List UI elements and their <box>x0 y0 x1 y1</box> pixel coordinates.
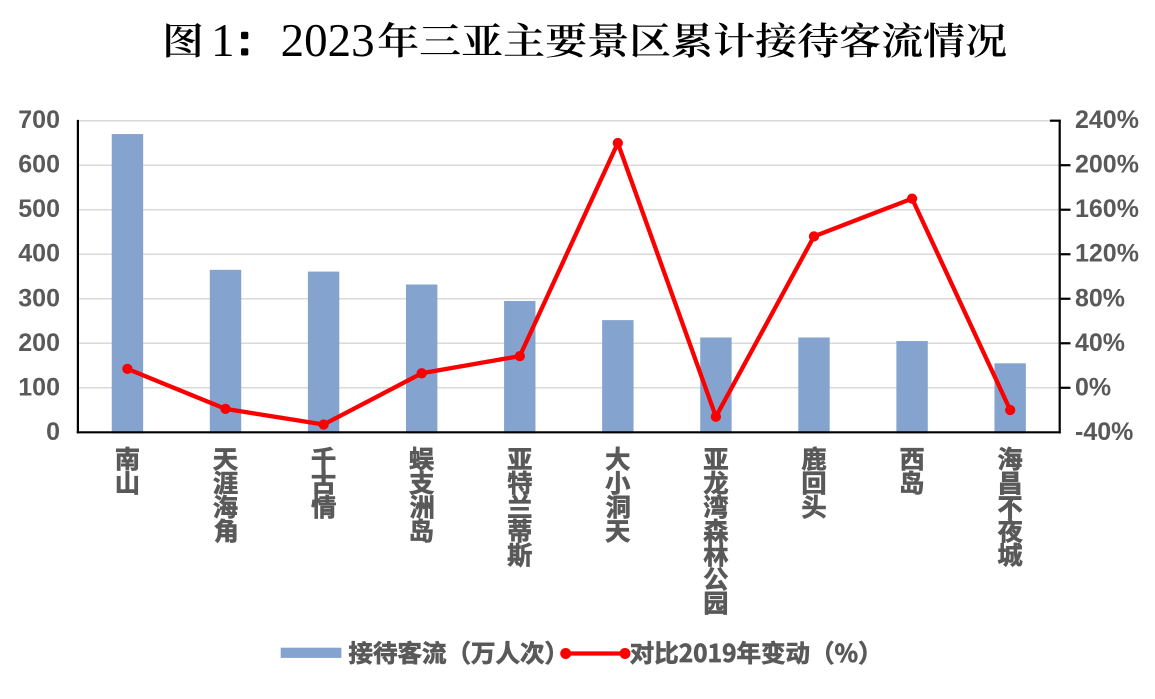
svg-text:240%: 240% <box>1075 106 1139 134</box>
svg-text:700: 700 <box>18 106 60 134</box>
svg-text:600: 600 <box>18 151 60 179</box>
svg-text:0%: 0% <box>1075 373 1111 401</box>
svg-text:40%: 40% <box>1075 329 1125 357</box>
svg-text:120%: 120% <box>1075 240 1139 268</box>
svg-text:400: 400 <box>18 240 60 268</box>
svg-text:100: 100 <box>18 373 60 401</box>
svg-text:200: 200 <box>18 329 60 357</box>
svg-text:-40%: -40% <box>1075 418 1133 446</box>
svg-text:300: 300 <box>18 284 60 312</box>
svg-text:160%: 160% <box>1075 195 1139 223</box>
svg-text:200%: 200% <box>1075 151 1139 179</box>
svg-text:0: 0 <box>46 418 60 446</box>
svg-text:500: 500 <box>18 195 60 223</box>
svg-text:80%: 80% <box>1075 284 1125 312</box>
